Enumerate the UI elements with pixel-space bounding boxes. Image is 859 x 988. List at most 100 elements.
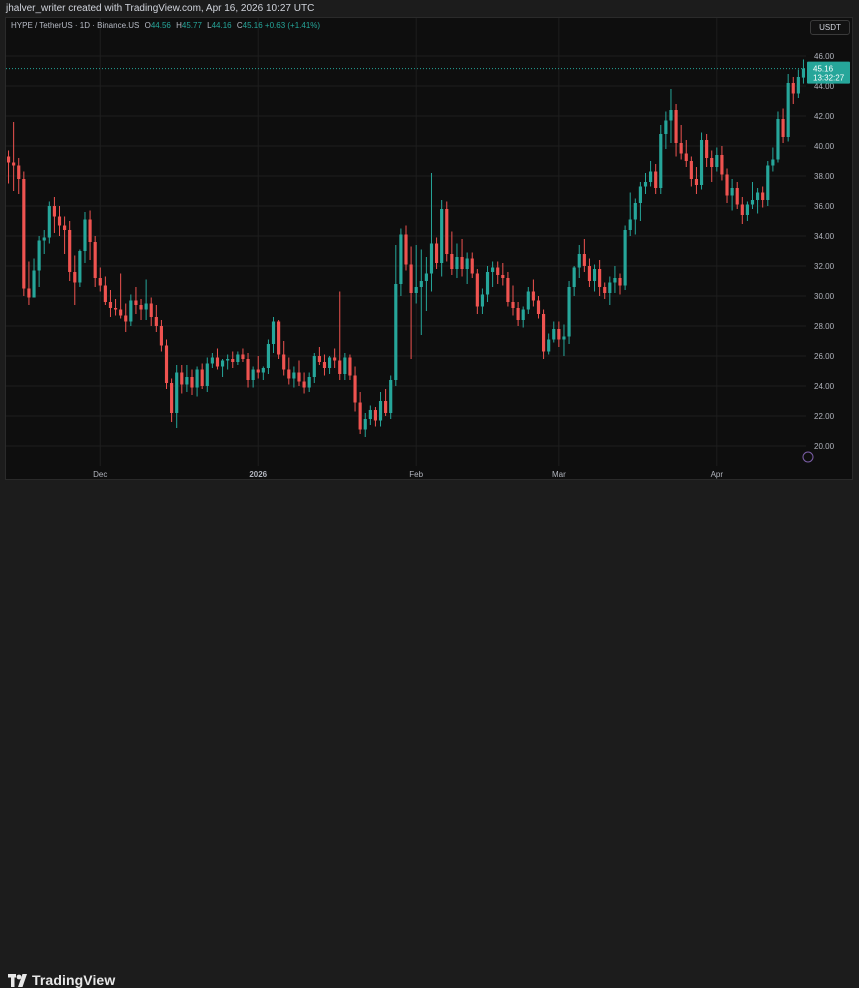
candle-body: [501, 275, 505, 278]
y-tick-label: 28.00: [814, 322, 835, 331]
candle-body: [654, 171, 658, 188]
candle-body: [307, 377, 311, 388]
candle-body: [271, 321, 276, 344]
candle-body: [373, 410, 378, 421]
candle-body: [338, 360, 342, 374]
candle-body: [205, 363, 209, 386]
candle-body: [409, 264, 413, 293]
candle-body: [113, 308, 118, 310]
high-label: H: [176, 21, 182, 30]
chart-attribution: jhalver_writer created with TradingView.…: [6, 3, 315, 14]
tradingview-brand[interactable]: TradingView: [32, 972, 116, 988]
candle-body: [766, 165, 770, 200]
candle-body: [22, 179, 26, 289]
open-label: O: [144, 21, 151, 30]
y-tick-label: 40.00: [814, 142, 835, 151]
candle-body: [282, 354, 286, 370]
chart-frame[interactable]: [5, 17, 853, 480]
candle-body: [633, 203, 637, 220]
candle-body: [557, 329, 561, 340]
x-tick-label: Feb: [409, 470, 423, 479]
candle-body: [715, 155, 719, 167]
candle-body: [526, 291, 530, 310]
candle-body: [164, 345, 169, 383]
candle-body: [27, 288, 31, 298]
candle-body: [302, 381, 306, 388]
candle-body: [287, 369, 291, 379]
low-label: L: [207, 21, 212, 30]
candle-body: [170, 383, 174, 413]
candle-body: [750, 200, 755, 205]
candle-body: [419, 281, 423, 287]
candle-body: [455, 257, 459, 269]
candle-body: [725, 174, 729, 196]
y-tick-label: 22.00: [814, 412, 835, 421]
candle-body: [175, 372, 179, 413]
candle-body: [343, 357, 347, 374]
symbol-title[interactable]: HYPE / TetherUS · 1D · Binance.US: [11, 21, 140, 30]
currency-button[interactable]: USDT: [810, 20, 850, 35]
candlestick-chart[interactable]: 46.00 44.00 42.00 40.00 38.00 36.00 34.00 32.00…: [0, 0, 859, 481]
candle-body: [98, 278, 102, 286]
candle-body: [241, 354, 245, 359]
candle-body: [638, 186, 642, 203]
candle-body: [68, 230, 72, 272]
candle-body: [358, 402, 362, 430]
candle-body: [796, 77, 800, 94]
candle-body: [368, 410, 372, 419]
candle-body: [511, 302, 515, 308]
header-bar: jhalver_writer created with TradingView.…: [0, 0, 859, 18]
candle-body: [134, 300, 138, 305]
candle-body: [78, 251, 82, 283]
candle-body: [210, 357, 214, 364]
chart-legend: HYPE / TetherUS · 1D · Binance.US O44.56…: [11, 21, 320, 30]
candle-body: [506, 278, 510, 302]
candle-body: [582, 254, 586, 266]
candle-body: [333, 357, 337, 361]
candle-body: [567, 287, 571, 337]
candle-body: [47, 206, 51, 238]
indicator-icon[interactable]: [802, 451, 814, 463]
candle-body: [124, 315, 128, 322]
candle-body: [424, 273, 428, 281]
candle-body: [710, 158, 714, 167]
candle-body: [83, 219, 87, 251]
candle-body: [103, 285, 107, 302]
candle-body: [32, 270, 36, 298]
candle-body: [17, 165, 21, 179]
low-value: 44.16: [211, 21, 232, 30]
y-tick-label: 36.00: [814, 202, 835, 211]
y-tick-label: 32.00: [814, 262, 835, 271]
candle-body: [740, 204, 744, 215]
candle-body: [185, 377, 189, 385]
candle-body: [694, 179, 699, 185]
y-tick-label: 46.00: [814, 52, 835, 61]
candle-body: [628, 219, 632, 230]
tradingview-logo-icon: [8, 974, 27, 987]
candle-body: [154, 317, 158, 326]
candle-body: [378, 401, 383, 421]
candle-body: [745, 204, 749, 215]
candle-body: [659, 134, 663, 188]
candle-body: [63, 225, 67, 230]
x-tick-label: 2026: [249, 470, 267, 479]
candle-body: [220, 360, 225, 367]
price-tag-value: 45.16: [813, 65, 834, 74]
candle-body: [460, 257, 464, 269]
candle-body: [251, 369, 255, 380]
candle-body: [429, 243, 434, 274]
candle-body: [776, 119, 780, 160]
candle-body: [786, 83, 790, 137]
candle-body: [57, 216, 62, 226]
x-tick-label: Dec: [93, 470, 107, 479]
candle-body: [679, 143, 683, 154]
candle-body: [42, 237, 46, 241]
candle-body: [312, 356, 316, 377]
candle-body: [226, 359, 230, 361]
candle-body: [699, 140, 704, 185]
candle-body: [261, 368, 265, 373]
candle-body: [649, 171, 653, 182]
candle-body: [440, 209, 444, 263]
y-tick-label: 34.00: [814, 232, 835, 241]
candle-body: [256, 369, 260, 373]
